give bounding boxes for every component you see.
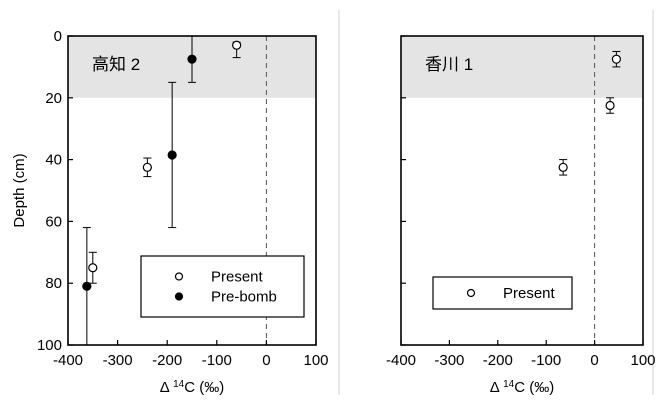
x-tick-label: 0 bbox=[590, 352, 598, 369]
legend-marker-present bbox=[466, 288, 476, 298]
legend-box bbox=[432, 276, 573, 310]
data-point-present bbox=[558, 162, 568, 172]
x-tick-label: -300 bbox=[434, 352, 464, 369]
y-tick-label: 40 bbox=[45, 152, 62, 169]
y-tick-label: 80 bbox=[45, 275, 62, 292]
legend-label: Present bbox=[211, 269, 264, 286]
x-axis-title: Δ 14C (‰) bbox=[490, 379, 554, 397]
legend-box bbox=[140, 255, 305, 318]
x-tick-label: -100 bbox=[531, 352, 561, 369]
x-tick-label: 100 bbox=[303, 352, 328, 369]
shaded-surface-band bbox=[401, 36, 643, 98]
x-tick-label: 0 bbox=[262, 352, 270, 369]
x-axis-title: Δ 14C (‰) bbox=[160, 379, 224, 397]
x-tick-label: -200 bbox=[152, 352, 182, 369]
panel-label: 高知 2 bbox=[92, 55, 140, 74]
chart-panel-1: -400 -300 -200 -100 0 100 0 20 40 60 80 100 高知 2 Δ 14… bbox=[11, 28, 329, 396]
data-point-prebomb bbox=[187, 54, 197, 64]
x-tick-label: -100 bbox=[202, 352, 232, 369]
plot-frame bbox=[400, 35, 644, 346]
legend-marker-prebomb bbox=[174, 292, 184, 301]
data-point-present bbox=[232, 40, 242, 50]
data-point-present bbox=[88, 263, 98, 273]
legend: Present Pre-bomb bbox=[140, 255, 305, 318]
data-point-present bbox=[605, 100, 615, 111]
data-point-present bbox=[142, 162, 152, 172]
panel-label: 香川 1 bbox=[425, 55, 473, 74]
y-tick-label: 20 bbox=[45, 90, 62, 107]
y-tick-label: 0 bbox=[54, 28, 62, 45]
y-tick-label: 60 bbox=[45, 213, 62, 230]
legend-label: Present bbox=[503, 285, 556, 302]
legend: Present bbox=[432, 276, 573, 310]
x-tick-label: -400 bbox=[53, 352, 83, 369]
x-tick-label: 100 bbox=[630, 352, 655, 369]
x-tick-label: -400 bbox=[386, 352, 416, 369]
y-axis-title: Depth (cm) bbox=[11, 153, 28, 227]
data-point-prebomb bbox=[82, 281, 92, 291]
legend-marker-present bbox=[174, 272, 184, 281]
legend-label: Pre-bomb bbox=[211, 289, 277, 306]
data-point-present bbox=[611, 54, 621, 64]
y-tick-label: 100 bbox=[37, 337, 62, 354]
x-tick-label: -200 bbox=[483, 352, 513, 369]
data-point-prebomb bbox=[167, 150, 177, 160]
chart-panel-2: -400 -300 -200 -100 0 100 香川 1 Δ 14C (‰) Present bbox=[386, 35, 656, 397]
x-tick-label: -300 bbox=[103, 352, 133, 369]
